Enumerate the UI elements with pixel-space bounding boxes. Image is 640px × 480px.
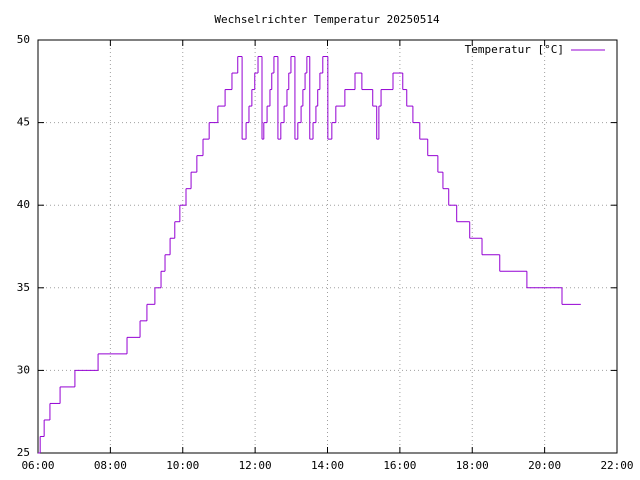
- x-tick-label: 10:00: [166, 459, 199, 472]
- legend-label: Temperatur [°C]: [465, 43, 564, 56]
- x-tick-label: 16:00: [383, 459, 416, 472]
- y-tick-label: 35: [17, 281, 30, 294]
- y-tick-label: 50: [17, 33, 30, 46]
- y-tick-label: 25: [17, 446, 30, 459]
- chart-title: Wechselrichter Temperatur 20250514: [214, 13, 440, 26]
- y-tick-label: 30: [17, 363, 30, 376]
- y-tick-label: 40: [17, 198, 30, 211]
- x-tick-label: 06:00: [21, 459, 54, 472]
- y-tick-label: 45: [17, 116, 30, 129]
- x-tick-label: 22:00: [600, 459, 633, 472]
- x-tick-label: 08:00: [94, 459, 127, 472]
- x-tick-label: 20:00: [528, 459, 561, 472]
- plot-border: [37, 39, 618, 454]
- step-riser: [39, 56, 563, 453]
- x-tick-label: 12:00: [239, 459, 272, 472]
- x-tick-label: 18:00: [456, 459, 489, 472]
- x-tick-label: 14:00: [311, 459, 344, 472]
